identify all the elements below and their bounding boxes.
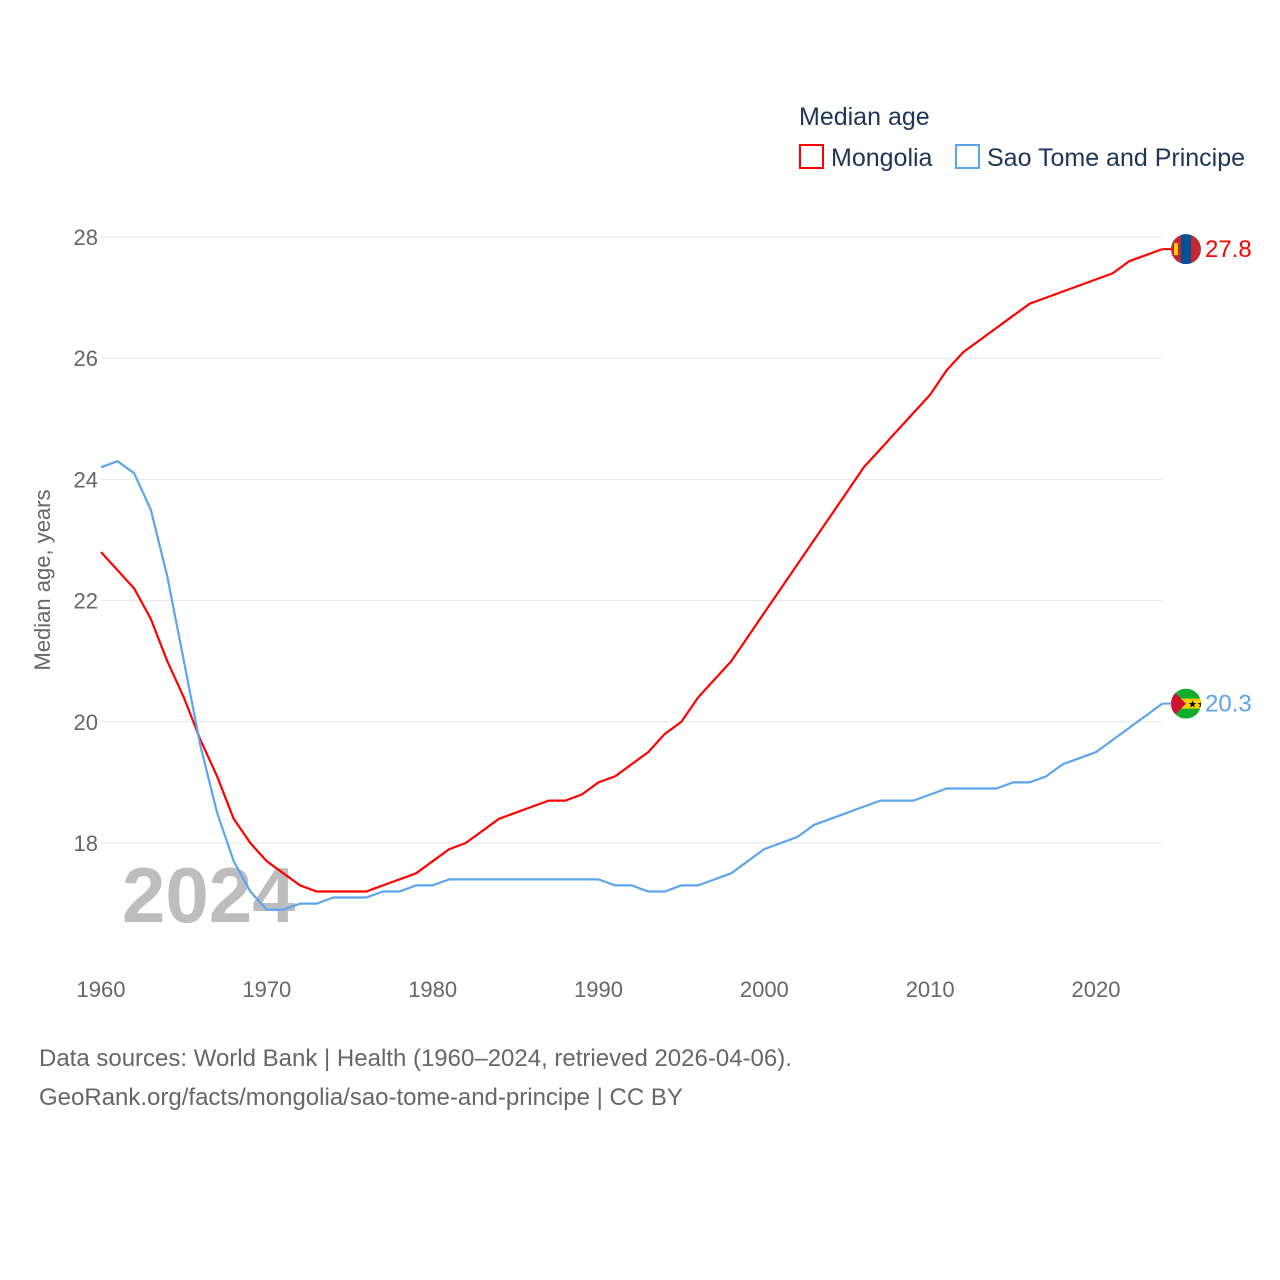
footer-sources: Data sources: World Bank | Health (1960–… bbox=[39, 1045, 792, 1072]
sao-tome-flag-icon: ★★ bbox=[1171, 688, 1206, 719]
legend-entry: Sao Tome and Principe bbox=[987, 144, 1245, 172]
y-tick-label: 24 bbox=[74, 467, 98, 492]
x-tick-label: 1960 bbox=[77, 977, 126, 1002]
current-year-label: 2024 bbox=[122, 851, 296, 939]
mongolia-flag-icon bbox=[1171, 234, 1201, 265]
y-tick-label: 28 bbox=[74, 225, 98, 250]
flag-stripe bbox=[1181, 234, 1191, 265]
series-line-sao-tome bbox=[100, 460, 1163, 911]
end-value-label: 27.8 bbox=[1205, 236, 1252, 263]
legend-swatch bbox=[799, 144, 824, 169]
legend-title: Median age bbox=[799, 103, 930, 131]
y-tick-label: 22 bbox=[74, 589, 98, 614]
flag-body bbox=[1171, 234, 1201, 265]
flag-body: ★★ bbox=[1171, 688, 1206, 719]
y-tick-label: 18 bbox=[74, 831, 98, 856]
y-tick-label: 20 bbox=[74, 710, 98, 735]
series-line-mongolia bbox=[100, 248, 1163, 893]
y-tick-label: 26 bbox=[74, 346, 98, 371]
x-tick-label: 1990 bbox=[574, 977, 623, 1002]
legend-swatch bbox=[955, 144, 980, 169]
flag-soyombo bbox=[1174, 243, 1178, 256]
x-tick-label: 1980 bbox=[408, 977, 457, 1002]
flag-triangle bbox=[1171, 688, 1186, 719]
x-tick-label: 1970 bbox=[242, 977, 291, 1002]
y-axis-label: Median age, years bbox=[30, 490, 55, 671]
x-tick-label: 2000 bbox=[740, 977, 789, 1002]
legend-entry: Mongolia bbox=[831, 144, 933, 172]
flag-stripe bbox=[1191, 234, 1201, 265]
flag-stars: ★★ bbox=[1188, 700, 1206, 711]
footer-link[interactable]: GeoRank.org/facts/mongolia/sao-tome-and-… bbox=[39, 1084, 683, 1111]
x-tick-label: 2010 bbox=[906, 977, 955, 1002]
end-value-label: 20.3 bbox=[1205, 691, 1252, 718]
x-tick-label: 2020 bbox=[1072, 977, 1121, 1002]
